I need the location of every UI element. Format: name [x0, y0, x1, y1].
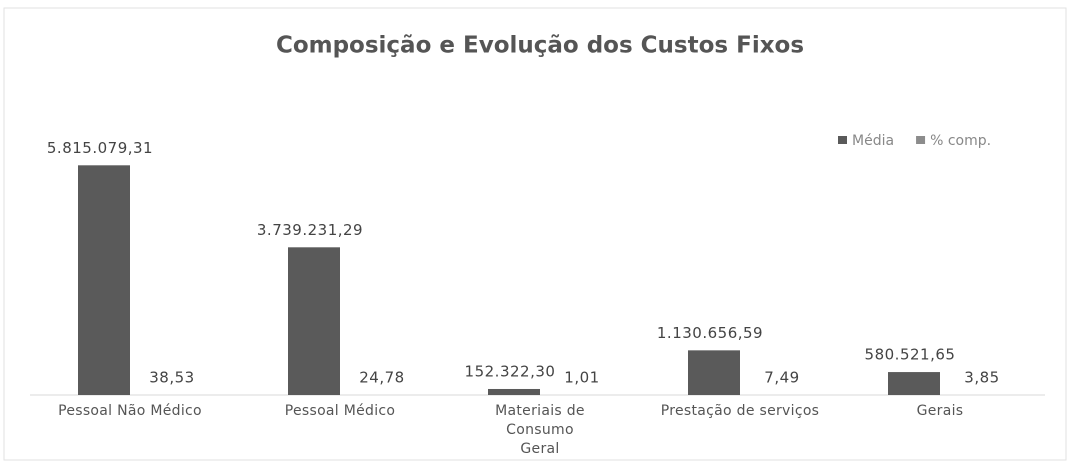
data-label: 152.322,30 — [465, 362, 556, 380]
data-label: 38,53 — [149, 368, 194, 386]
x-tick-label: Prestação de serviços — [660, 403, 820, 419]
data-label: 3,85 — [964, 368, 999, 386]
data-label: 3.739.231,29 — [257, 221, 363, 239]
bar — [488, 388, 540, 395]
legend-label: % comp. — [930, 133, 991, 149]
chart-title: Composição e Evolução dos Custos Fixos — [276, 33, 804, 59]
bar — [688, 350, 740, 395]
data-label: 1,01 — [564, 368, 599, 386]
legend-swatch — [838, 136, 847, 144]
bar — [888, 372, 940, 395]
x-tick-label: Gerais — [916, 403, 964, 419]
bar — [288, 247, 340, 395]
x-tick-label: Materiais de Consumo Geral — [495, 403, 585, 457]
bar — [78, 165, 130, 395]
legend-label: Média — [852, 133, 894, 149]
data-label: 580.521,65 — [865, 346, 956, 364]
x-tick-label: Pessoal Não Médico — [58, 403, 202, 419]
x-tick-label: Pessoal Médico — [284, 403, 396, 419]
data-label: 24,78 — [359, 368, 404, 386]
data-label: 5.815.079,31 — [47, 139, 153, 157]
data-label: 7,49 — [764, 368, 799, 386]
data-label: 1.130.656,59 — [657, 324, 763, 342]
legend-swatch — [916, 136, 926, 144]
chart-border — [3, 7, 1067, 461]
